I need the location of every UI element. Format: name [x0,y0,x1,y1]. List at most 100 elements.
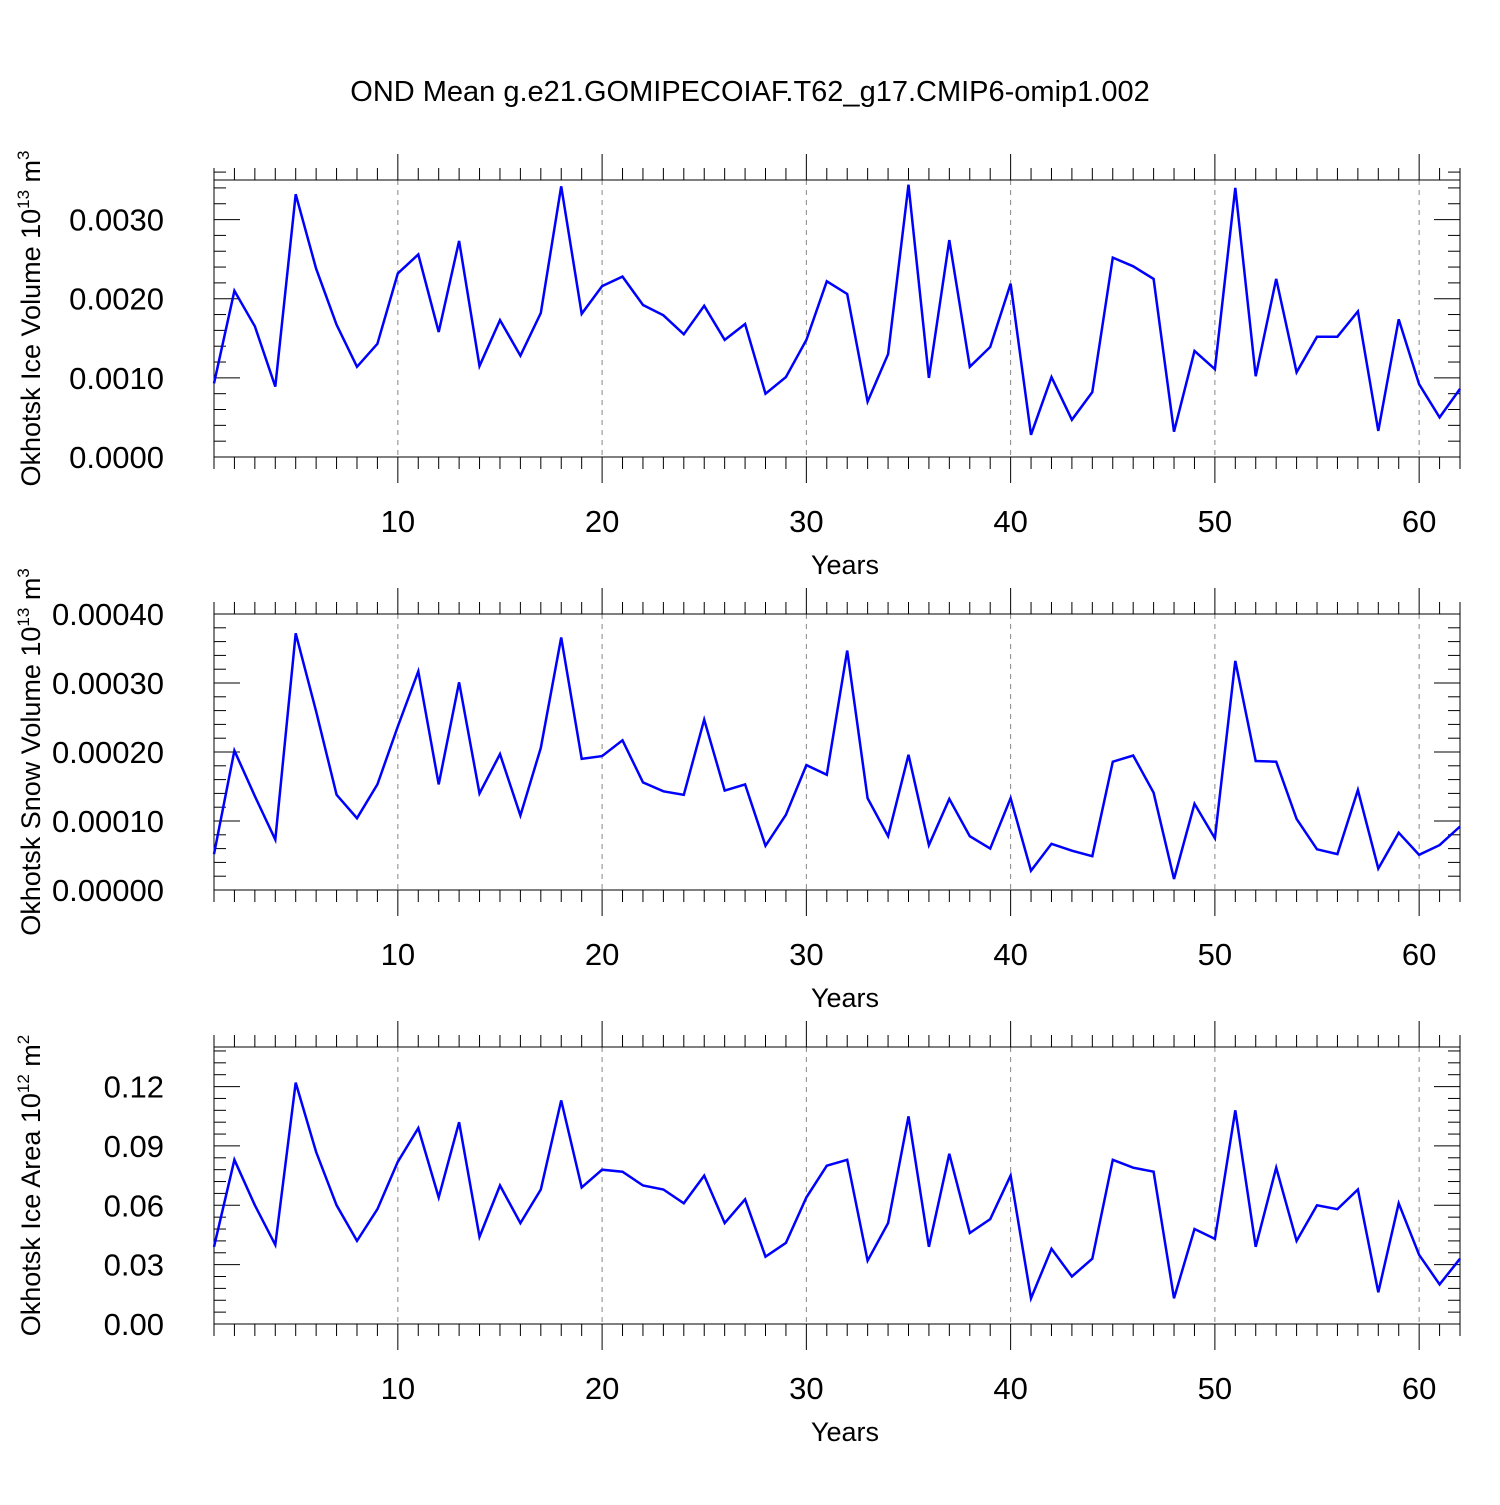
data-point [1213,1237,1217,1241]
data-point [1172,877,1176,881]
data-point [518,354,522,358]
data-point [1458,825,1462,829]
data-point [273,385,277,389]
data-point [335,1203,339,1207]
chart-panel-3: 10 20 30 40 50 60 0.00 0.03 0.06 0.09 0.12 Years Okh… [14,1021,1461,1447]
data-point [1438,415,1442,419]
data-point [253,324,257,328]
data-point [702,304,706,308]
x-tick-label: 40 [993,1371,1027,1406]
data-point [1213,836,1217,840]
data-point [1192,1227,1196,1231]
x-tick-label: 60 [1402,1371,1436,1406]
data-point [1192,802,1196,806]
data-point [1295,370,1299,374]
data-point [498,318,502,322]
data-point [906,753,910,757]
figure-title: OND Mean g.e21.GOMIPECOIAF.T62_g17.CMIP6… [350,76,1150,108]
data-point [1356,1187,1360,1191]
data-point [1315,335,1319,339]
data-point [682,332,686,336]
y-tick-label: 0.09 [104,1129,164,1164]
data-point [416,669,420,673]
data-point [1274,760,1278,764]
data-point [764,1255,768,1259]
data-point [1295,817,1299,821]
data-point [866,400,870,404]
data-point [804,1195,808,1199]
data-point [886,352,890,356]
data-point [253,794,257,798]
data-point [1131,264,1135,268]
data-point [825,773,829,777]
chart-panel-1: 10 20 30 40 50 60 0.0000 0.0010 0.0020 0.0030 Year… [14,150,1462,580]
data-point [825,279,829,283]
series-line [212,184,1462,436]
y-axis-label: Okhotsk Ice Volume 1013 m3 [14,150,46,486]
data-point [845,292,849,296]
data-point [1131,753,1135,757]
data-point [1417,382,1421,386]
data-point [1376,867,1380,871]
x-tick-label: 10 [381,937,415,972]
data-point [1274,1166,1278,1170]
data-point [621,275,625,279]
data-point [580,312,584,316]
data-point [437,1195,441,1199]
y-tick-label: 0.12 [104,1070,164,1105]
data-point [784,1241,788,1245]
data-point [539,1187,543,1191]
data-point [212,1245,216,1249]
data-point [478,1235,482,1239]
data-point [723,1221,727,1225]
data-point [988,345,992,349]
data-point [212,381,216,385]
x-axis-label: Years [811,1417,879,1447]
data-point [1376,1290,1380,1294]
data-point [743,782,747,786]
data-point [641,303,645,307]
data-point [1417,1253,1421,1257]
x-axis-label: Years [811,550,879,580]
data-point [1438,843,1442,847]
data-point [1049,842,1053,846]
data-point [1335,852,1339,856]
data-point [1192,349,1196,353]
data-point [702,1174,706,1178]
data-point [294,1081,298,1085]
data-point [1111,760,1115,764]
data-point [232,289,236,293]
x-tick-label: 50 [1198,937,1232,972]
data-point [682,793,686,797]
data-point [396,724,400,728]
data-point [396,1160,400,1164]
data-point [1131,1166,1135,1170]
data-point [498,1184,502,1188]
data-point [273,838,277,842]
x-tick-label: 20 [585,937,619,972]
data-point [1029,1296,1033,1300]
data-point [1152,791,1156,795]
data-point [437,782,441,786]
y-tick-label: 0.03 [104,1248,164,1283]
data-point [375,1207,379,1211]
series-line [212,632,1461,880]
data-point [600,1168,604,1172]
data-point [294,631,298,635]
data-point [1049,375,1053,379]
data-point [968,834,972,838]
y-tick-label: 0.00 [104,1307,164,1342]
data-point [1213,367,1217,371]
data-point [784,813,788,817]
data-point [1458,387,1462,391]
x-tick-label: 40 [993,504,1027,539]
data-point [273,1243,277,1247]
x-tick-label: 20 [585,504,619,539]
plot-frame [213,179,1461,458]
data-point [621,1170,625,1174]
data-point [1172,430,1176,434]
data-point [212,852,216,856]
x-tick-label: 30 [789,937,823,972]
data-point [641,1184,645,1188]
